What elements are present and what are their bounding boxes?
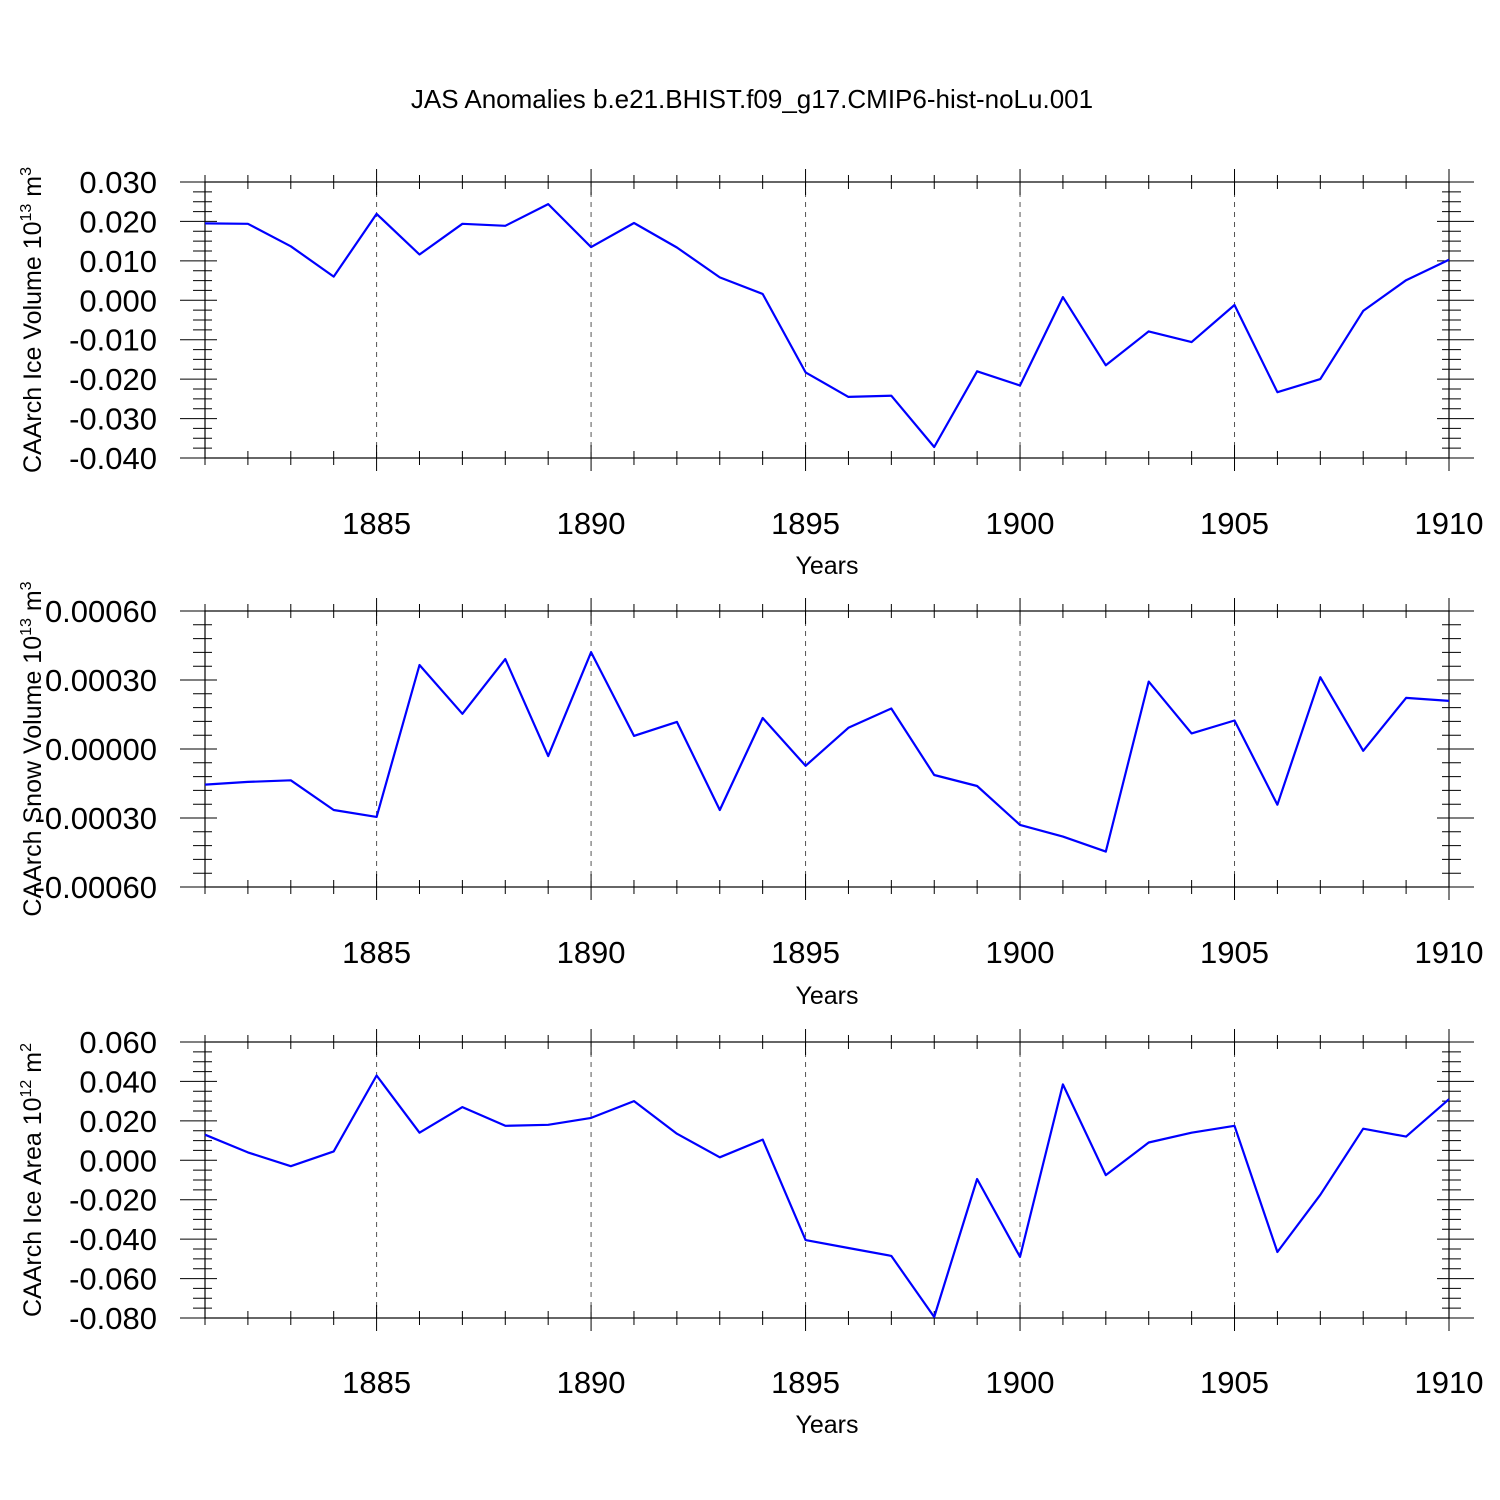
y-tick-label: -0.060 bbox=[69, 1262, 157, 1297]
plot-frame bbox=[204, 181, 1450, 459]
x-tick-label: 1905 bbox=[1200, 506, 1269, 541]
x-tick-label: 1910 bbox=[1415, 506, 1484, 541]
x-axis-title: Years bbox=[795, 1411, 858, 1439]
series-line bbox=[204, 1074, 1450, 1319]
y-tick-label: -0.030 bbox=[69, 402, 157, 437]
x-tick-label: 1885 bbox=[342, 1365, 411, 1400]
panel-ice-volume: 0.030 0.020 0.010 0.000 -0.010 -0.020 -0.030 -0… bbox=[18, 165, 1483, 580]
y-tick-label: -0.080 bbox=[69, 1301, 157, 1336]
x-tick-label: 1895 bbox=[771, 1365, 840, 1400]
y-axis-title: CAArch Ice Volume 1013 m3 bbox=[18, 167, 47, 473]
series-line bbox=[204, 651, 1450, 853]
y-tick-label: 0.010 bbox=[79, 244, 157, 279]
y-axis-title: CAArch Snow Volume 1013 m3 bbox=[18, 581, 47, 916]
x-axis-title: Years bbox=[795, 982, 858, 1010]
x-tick-label: 1900 bbox=[986, 506, 1055, 541]
figure-title: JAS Anomalies b.e21.BHIST.f09_g17.CMIP6-… bbox=[411, 84, 1093, 114]
x-tick-label: 1895 bbox=[771, 506, 840, 541]
x-tick-label: 1905 bbox=[1200, 935, 1269, 970]
y-tick-label: -0.00030 bbox=[35, 801, 157, 836]
y-tick-label: 0.040 bbox=[79, 1064, 157, 1099]
y-tick-label: 0.020 bbox=[79, 1104, 157, 1139]
y-tick-label: 0.000 bbox=[79, 283, 157, 318]
y-tick-label: -0.00060 bbox=[35, 870, 157, 905]
panel-snow-volume: 0.00060 0.00030 0.00000 -0.00030 -0.00060 188… bbox=[18, 581, 1483, 1010]
y-tick-label: 0.030 bbox=[79, 165, 157, 200]
y-tick-label: -0.020 bbox=[69, 1183, 157, 1218]
x-tick-label: 1890 bbox=[557, 935, 626, 970]
y-axis-title: CAArch Ice Area 1012 m2 bbox=[18, 1043, 47, 1317]
x-tick-label: 1900 bbox=[986, 1365, 1055, 1400]
y-tick-label: 0.00060 bbox=[45, 594, 157, 629]
x-tick-label: 1910 bbox=[1415, 935, 1484, 970]
x-axis-title: Years bbox=[795, 552, 858, 580]
y-tick-label: -0.010 bbox=[69, 323, 157, 358]
y-tick-label: -0.020 bbox=[69, 362, 157, 397]
plot-frame bbox=[204, 1041, 1450, 1319]
panel-ice-area: 0.060 0.040 0.020 0.000 -0.020 -0.040 -0.060 -0… bbox=[18, 1025, 1483, 1439]
x-tick-label: 1890 bbox=[557, 506, 626, 541]
y-tick-label: -0.040 bbox=[69, 1222, 157, 1257]
plot-frame bbox=[204, 610, 1450, 888]
x-tick-label: 1885 bbox=[342, 935, 411, 970]
y-tick-label: -0.040 bbox=[69, 441, 157, 476]
y-tick-label: 0.00030 bbox=[45, 663, 157, 698]
y-tick-label: 0.020 bbox=[79, 204, 157, 239]
x-tick-label: 1885 bbox=[342, 506, 411, 541]
x-tick-label: 1910 bbox=[1415, 1365, 1484, 1400]
y-tick-label: 0.060 bbox=[79, 1025, 157, 1060]
series-line bbox=[204, 203, 1450, 449]
x-tick-label: 1905 bbox=[1200, 1365, 1269, 1400]
x-tick-label: 1895 bbox=[771, 935, 840, 970]
x-tick-label: 1890 bbox=[557, 1365, 626, 1400]
y-tick-label: 0.000 bbox=[79, 1143, 157, 1178]
y-tick-label: 0.00000 bbox=[45, 732, 157, 767]
x-tick-label: 1900 bbox=[986, 935, 1055, 970]
